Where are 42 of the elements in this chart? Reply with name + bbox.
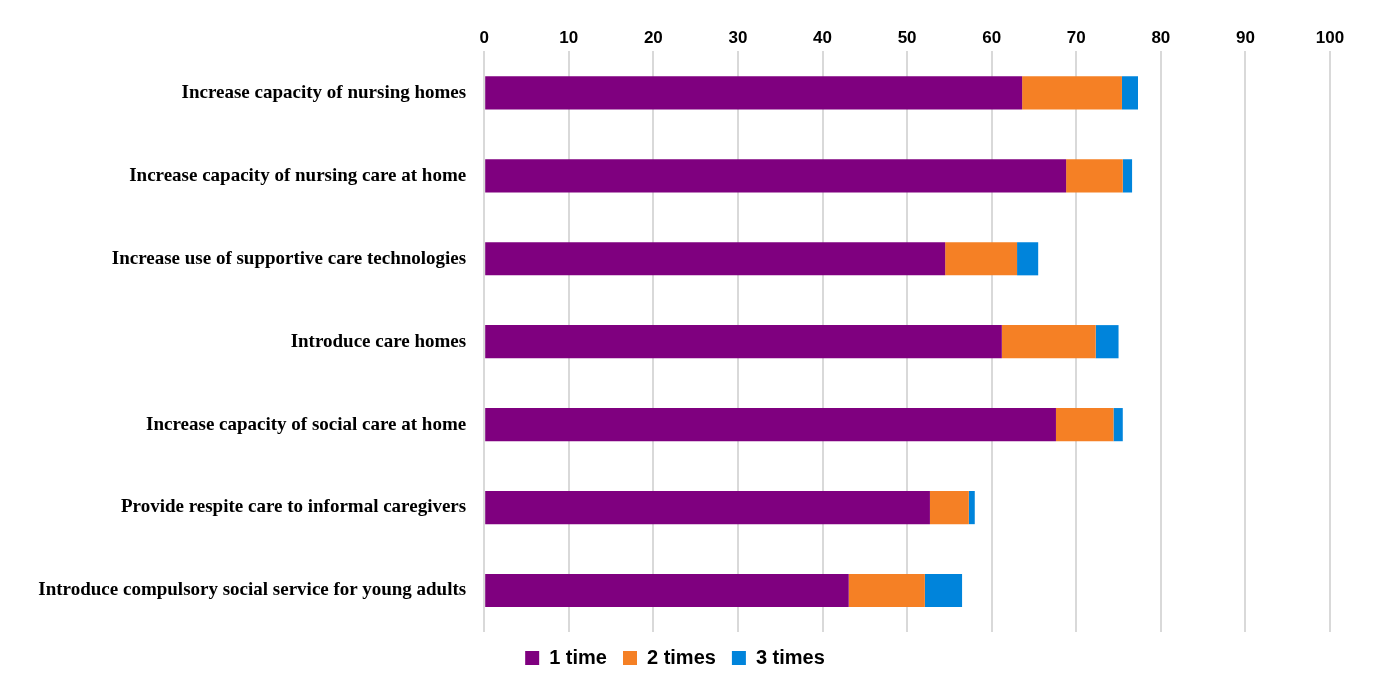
bar — [968, 491, 975, 525]
x-tick-label: 90 — [1235, 27, 1255, 47]
bar — [945, 242, 1018, 276]
y-tick-label: Increase capacity of social care at home — [146, 412, 467, 434]
y-tick-label: Provide respite care to informal caregivers — [120, 495, 467, 517]
x-tick-label: 30 — [728, 27, 748, 47]
bar — [485, 408, 1056, 442]
x-tick-label: 70 — [1066, 27, 1086, 47]
bar — [485, 325, 1002, 359]
legend-label: 1 time — [549, 645, 607, 668]
y-tick-label: Increase use of supportive care technologies — [111, 246, 467, 268]
legend-label: 3 times — [755, 645, 825, 668]
bar — [1066, 159, 1123, 193]
bar — [485, 159, 1067, 193]
y-tick-label: Increase capacity of nursing homes — [181, 80, 467, 102]
bar — [485, 573, 849, 608]
bar — [848, 573, 925, 608]
bar — [1022, 76, 1122, 110]
y-tick-label: Introduce care homes — [290, 329, 467, 351]
x-tick-label: 20 — [643, 27, 663, 47]
y-tick-label: Increase capacity of nursing care at home — [129, 163, 467, 185]
bar — [485, 491, 930, 525]
x-tick-label: 80 — [1151, 27, 1171, 47]
x-tick-label: 60 — [982, 27, 1002, 47]
x-tick-label: 0 — [479, 27, 489, 47]
y-tick-label: Introduce compulsory social service for young adults — [38, 578, 467, 600]
x-tick-label: 100 — [1315, 27, 1345, 47]
x-tick-label: 40 — [813, 27, 832, 47]
bar — [1122, 159, 1133, 193]
bar — [1095, 325, 1119, 359]
bar — [485, 76, 1023, 110]
bar — [924, 573, 963, 608]
bar — [1001, 325, 1096, 359]
bar — [485, 242, 946, 276]
bar — [1017, 242, 1039, 276]
bar — [1113, 408, 1123, 442]
bar — [1055, 408, 1114, 442]
legend-label: 2 times — [646, 645, 716, 668]
bar — [1121, 76, 1138, 110]
bar — [929, 491, 969, 525]
x-tick-label: 50 — [897, 27, 917, 47]
x-tick-label: 10 — [559, 27, 579, 47]
